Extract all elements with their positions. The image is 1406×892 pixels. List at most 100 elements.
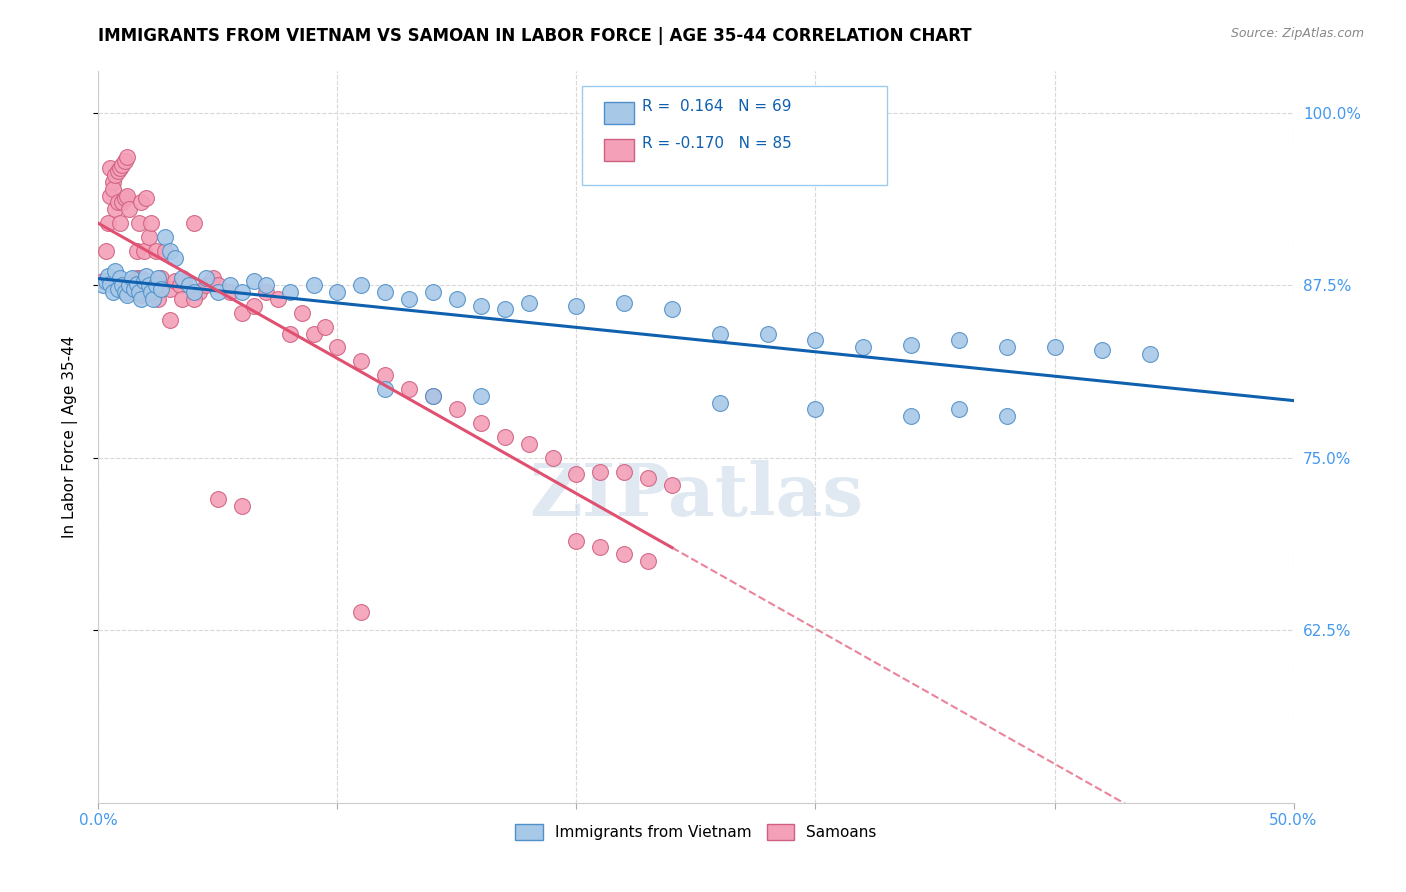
Point bbox=[195, 271, 218, 285]
Point bbox=[125, 277, 148, 291]
Point bbox=[494, 301, 516, 316]
Point bbox=[422, 389, 444, 403]
Point bbox=[139, 285, 162, 300]
Point bbox=[565, 467, 588, 482]
Point bbox=[172, 292, 194, 306]
Point bbox=[115, 150, 138, 164]
Point bbox=[254, 278, 277, 293]
Point bbox=[121, 271, 143, 285]
Point bbox=[104, 264, 127, 278]
Point bbox=[326, 285, 349, 300]
Point bbox=[637, 471, 659, 485]
Point bbox=[124, 274, 146, 288]
Point bbox=[350, 354, 373, 368]
Point bbox=[94, 244, 117, 258]
Point bbox=[195, 278, 218, 293]
Bar bbox=[605, 102, 634, 124]
Point bbox=[131, 195, 153, 210]
Point bbox=[207, 285, 229, 300]
Point bbox=[948, 402, 970, 417]
Point bbox=[91, 278, 114, 293]
Point bbox=[107, 195, 129, 210]
Text: Source: ZipAtlas.com: Source: ZipAtlas.com bbox=[1230, 27, 1364, 40]
Point bbox=[374, 285, 396, 300]
Point bbox=[163, 251, 186, 265]
Point bbox=[187, 285, 209, 300]
Point bbox=[138, 278, 160, 293]
Point bbox=[131, 292, 153, 306]
Point bbox=[446, 292, 468, 306]
Point bbox=[852, 340, 875, 354]
Point bbox=[613, 465, 636, 479]
Point bbox=[148, 271, 170, 285]
Point bbox=[97, 268, 120, 283]
Point bbox=[398, 292, 420, 306]
Point bbox=[179, 278, 201, 293]
Point bbox=[114, 191, 136, 205]
Legend: Immigrants from Vietnam, Samoans: Immigrants from Vietnam, Samoans bbox=[509, 818, 883, 847]
Point bbox=[291, 306, 314, 320]
Point bbox=[470, 417, 492, 431]
Point bbox=[128, 216, 150, 230]
Point bbox=[138, 230, 160, 244]
Point bbox=[995, 409, 1018, 424]
Point bbox=[207, 492, 229, 507]
Point bbox=[173, 274, 195, 288]
Point bbox=[900, 409, 922, 424]
Point bbox=[302, 326, 325, 341]
Point bbox=[183, 292, 205, 306]
Point bbox=[159, 244, 181, 258]
Point bbox=[374, 368, 396, 382]
Point bbox=[219, 285, 242, 300]
Point bbox=[804, 334, 827, 348]
Point bbox=[446, 402, 468, 417]
Point bbox=[101, 285, 124, 300]
Point bbox=[94, 274, 117, 288]
Point bbox=[350, 278, 373, 293]
Text: R =  0.164   N = 69: R = 0.164 N = 69 bbox=[643, 99, 792, 114]
Point bbox=[637, 554, 659, 568]
Point bbox=[114, 285, 136, 300]
Point bbox=[422, 285, 444, 300]
Point bbox=[613, 548, 636, 562]
Point bbox=[163, 274, 186, 288]
Point bbox=[1091, 343, 1114, 358]
Point bbox=[125, 271, 148, 285]
Point bbox=[326, 340, 349, 354]
Point bbox=[589, 541, 612, 555]
Point bbox=[149, 282, 172, 296]
Point bbox=[541, 450, 564, 465]
Point bbox=[104, 202, 127, 217]
Point bbox=[207, 278, 229, 293]
Point bbox=[142, 292, 165, 306]
Point bbox=[132, 244, 155, 258]
Point bbox=[101, 175, 124, 189]
Point bbox=[278, 326, 301, 341]
Bar bbox=[605, 138, 634, 161]
Point bbox=[159, 282, 181, 296]
Point bbox=[350, 605, 373, 619]
Point bbox=[107, 282, 129, 296]
Point bbox=[517, 296, 540, 310]
Point bbox=[121, 278, 143, 293]
Point bbox=[107, 163, 129, 178]
Point bbox=[98, 277, 122, 291]
Point bbox=[517, 437, 540, 451]
Point bbox=[948, 334, 970, 348]
Point bbox=[101, 182, 124, 196]
Point bbox=[148, 285, 170, 300]
Point bbox=[114, 154, 136, 169]
Point bbox=[128, 285, 150, 300]
Point bbox=[995, 340, 1018, 354]
Point bbox=[145, 278, 167, 293]
Text: ZIPatlas: ZIPatlas bbox=[529, 460, 863, 531]
Point bbox=[219, 278, 242, 293]
Point bbox=[398, 382, 420, 396]
Point bbox=[124, 285, 146, 300]
Point bbox=[267, 292, 290, 306]
Point bbox=[108, 161, 131, 175]
Text: IMMIGRANTS FROM VIETNAM VS SAMOAN IN LABOR FORCE | AGE 35-44 CORRELATION CHART: IMMIGRANTS FROM VIETNAM VS SAMOAN IN LAB… bbox=[98, 27, 972, 45]
Point bbox=[589, 465, 612, 479]
Point bbox=[148, 292, 170, 306]
Point bbox=[131, 288, 153, 302]
